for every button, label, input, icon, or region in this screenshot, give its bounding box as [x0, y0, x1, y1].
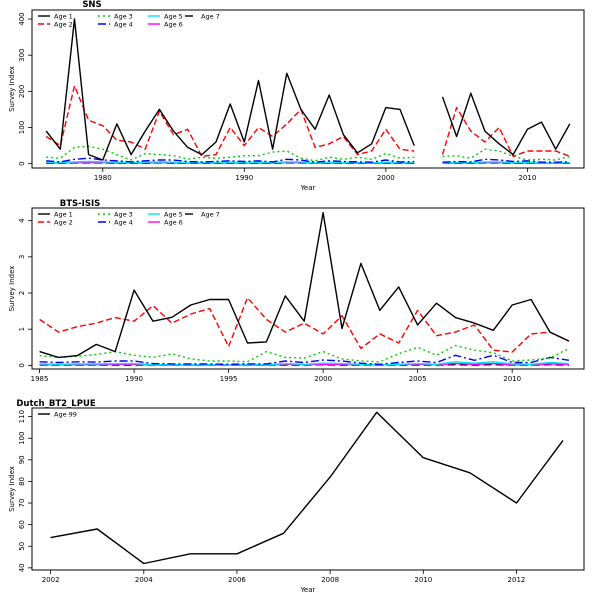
panel-1: BTS-ISIS 0 1 2 3 4 1985 1990 1995 2000 2005 2010 Sur…: [8, 199, 585, 383]
legend-label: Age 2: [54, 20, 73, 28]
y-tick-label: 4: [18, 218, 26, 223]
legend-label: Age 1: [54, 12, 73, 20]
panel-0: SNS 0 100 200 300 400 1980 1990 2000 2010 Survey I…: [8, 0, 585, 192]
y-tick-label: 100: [18, 121, 26, 134]
plot-frame: [31, 9, 585, 169]
series-line-age-2: [45, 85, 571, 158]
series-line-age-99: [50, 411, 564, 565]
x-tick-label: 1980: [94, 174, 112, 182]
series-line-age-1: [45, 18, 571, 161]
x-tick-label: 1990: [125, 375, 143, 383]
x-tick-label: 1995: [220, 375, 238, 383]
legend-label: Age 4: [114, 20, 133, 28]
series-line-age-4: [39, 354, 570, 365]
legend-label: Age 1: [54, 210, 73, 218]
y-tick-label: 400: [18, 12, 26, 25]
x-tick-label: 2010: [503, 375, 521, 383]
legend-label: Age 7: [201, 210, 220, 218]
legend-label: Age 7: [201, 12, 220, 20]
y-tick-label: 0: [18, 363, 26, 367]
x-tick-label: 1990: [235, 174, 253, 182]
y-tick-label: 3: [18, 255, 26, 259]
y-tick-label: 90: [18, 455, 26, 464]
series-line-age-3: [46, 145, 570, 162]
series-line-age-4: [46, 157, 570, 163]
x-tick-label: 2010: [414, 576, 432, 584]
x-tick-label: 2004: [135, 576, 153, 584]
chart-title: SNS: [82, 0, 101, 10]
x-tick-label: 1985: [31, 375, 49, 383]
y-axis-label: Survey Index: [8, 66, 16, 112]
x-tick-label: 2000: [377, 174, 395, 182]
series-line-age-5: [46, 160, 570, 164]
y-tick-label: 2: [18, 291, 26, 295]
y-tick-label: 60: [18, 520, 26, 529]
y-tick-label: 200: [18, 85, 26, 98]
chart-title: Dutch_BT2_LPUE: [16, 399, 95, 409]
plot-frame: [31, 407, 585, 571]
series-line-age-3: [39, 344, 570, 363]
chart-title: BTS-ISIS: [60, 199, 101, 209]
y-tick-label: 110: [18, 410, 26, 423]
y-tick-label: 70: [18, 499, 26, 508]
series-line-age-1: [39, 212, 570, 359]
series-line-age-2: [39, 297, 570, 353]
legend-label: Age 6: [164, 20, 183, 28]
legend-label: Age 3: [114, 12, 133, 20]
legend-label: Age 5: [164, 12, 183, 20]
y-tick-label: 300: [18, 49, 26, 62]
y-tick-label: 1: [18, 327, 26, 331]
x-axis-label: Year: [300, 586, 316, 594]
y-tick-label: 0: [18, 161, 26, 165]
series-line-age-5: [39, 361, 569, 366]
y-tick-label: 80: [18, 477, 26, 486]
x-tick-label: 2006: [228, 576, 246, 584]
x-tick-label: 2008: [321, 576, 339, 584]
legend-label: Age 99: [54, 410, 77, 418]
legend-label: Age 2: [54, 218, 73, 226]
y-tick-label: 40: [18, 563, 26, 572]
x-tick-label: 2010: [518, 174, 536, 182]
y-axis-label: Survey Index: [8, 266, 16, 312]
plot-frame: [31, 207, 585, 370]
legend-label: Age 3: [114, 210, 133, 218]
x-tick-label: 2000: [314, 375, 332, 383]
legend-label: Age 4: [114, 218, 133, 226]
x-tick-label: 2005: [409, 375, 427, 383]
legend-label: Age 5: [164, 210, 183, 218]
y-tick-label: 100: [18, 432, 26, 445]
x-tick-label: 2002: [42, 576, 60, 584]
y-axis-label: Survey Index: [8, 466, 16, 512]
panel-2: Dutch_BT2_LPUE 40 50 60 70 80 90 100 110 2002 2004…: [8, 399, 585, 594]
x-tick-label: 2012: [508, 576, 526, 584]
legend-label: Age 6: [164, 218, 183, 226]
y-tick-label: 50: [18, 542, 26, 551]
x-axis-label: Year: [300, 184, 316, 192]
